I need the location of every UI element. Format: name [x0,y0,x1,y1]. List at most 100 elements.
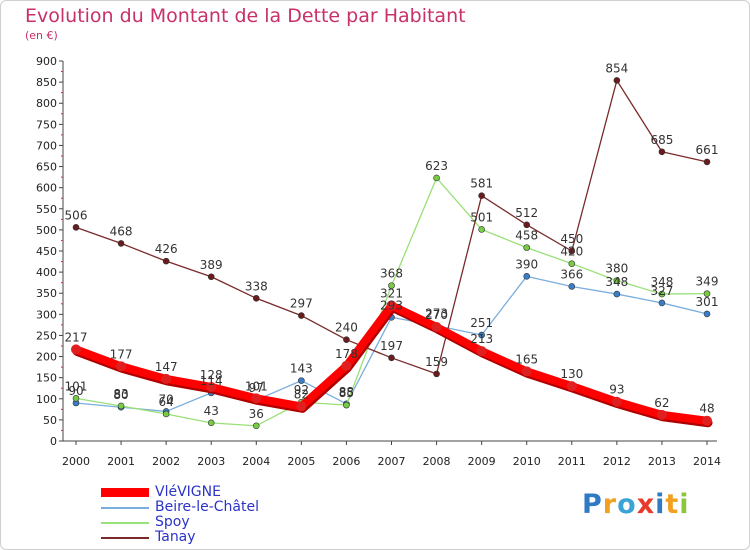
data-point [117,240,125,247]
legend-label: VléVIGNE [155,484,221,500]
data-point [72,224,80,231]
x-tick-label: 2008 [423,455,451,468]
logo-letter: t [665,489,680,520]
data-label: 43 [204,404,219,418]
data-point [521,366,532,377]
data-label: 178 [335,347,358,361]
logo-letter: x [636,489,656,520]
data-point [656,409,667,420]
x-tick-label: 2012 [603,455,631,468]
data-label: 130 [560,367,583,381]
data-label: 273 [425,307,448,321]
data-point [252,294,260,302]
legend-swatch [101,522,149,524]
data-label: 327 [650,284,673,298]
data-label: 270 [425,308,448,322]
data-label: 349 [696,275,719,289]
data-label: 80 [113,388,128,402]
data-label: 88 [339,385,354,399]
data-point [298,312,305,319]
data-label: 143 [290,362,313,376]
legend-swatch [101,537,149,539]
data-label: 85 [339,386,354,400]
x-tick-label: 2011 [558,455,586,468]
legend-label: Spoy [155,514,190,530]
data-point [298,377,305,384]
data-point [433,370,440,378]
data-label: 390 [515,257,538,271]
data-point [613,77,621,84]
data-label: 321 [380,286,403,300]
data-label: 293 [380,298,403,312]
chart-title: Evolution du Montant de la Dette par Hab… [25,5,466,27]
legend-swatch [101,488,149,497]
y-tick-label: 150 [36,372,57,385]
data-point [523,273,531,280]
y-tick-label: 0 [50,435,57,448]
data-label: 389 [200,258,223,272]
data-point [162,410,170,418]
data-point [478,226,485,233]
data-point [566,381,577,392]
y-tick-label: 900 [36,55,57,68]
x-tick-label: 2013 [648,455,676,468]
x-tick-label: 2009 [468,455,496,468]
data-point [523,244,531,251]
data-label: 92 [294,383,309,397]
plot-area [71,77,713,430]
data-point [658,299,666,307]
data-point [613,277,621,284]
x-tick-label: 2010 [513,455,541,468]
x-tick-label: 2005 [287,455,315,468]
x-tick-label: 2002 [152,455,180,468]
logo-letter: r [602,489,618,520]
data-label: 338 [245,279,268,293]
series-3 [72,77,711,378]
data-label: 82 [294,387,309,401]
data-label: 348 [650,275,673,289]
x-tick-label: 2000 [62,455,90,468]
data-label: 297 [290,297,313,311]
y-tick-label: 850 [36,76,57,89]
data-point [568,283,576,290]
data-label: 301 [696,295,719,309]
data-point [252,422,260,430]
data-point [207,273,215,281]
x-tick-label: 2003 [197,455,225,468]
data-point [386,300,397,311]
legend-swatch [101,507,149,509]
data-label: 70 [159,392,174,406]
data-label: 581 [470,177,493,191]
y-tick-label: 550 [36,203,57,216]
data-label: 64 [159,395,174,409]
x-tick-label: 2001 [107,455,135,468]
data-label: 97 [249,381,264,395]
x-tick-label: 2007 [378,455,406,468]
data-point [703,310,711,318]
data-label: 128 [200,368,223,382]
data-label: 114 [200,374,223,388]
data-label: 93 [609,383,624,397]
data-point [478,331,485,339]
data-label: 623 [425,159,448,173]
data-point [658,148,666,156]
data-point [703,290,711,297]
logo-letter: o [617,489,637,520]
data-label: 685 [650,133,673,147]
data-label: 501 [470,210,493,224]
data-point [568,260,576,267]
data-label: 661 [696,143,719,157]
data-point [206,381,217,392]
data-label: 368 [380,267,403,281]
data-label: 83 [113,387,128,401]
data-point [431,322,442,332]
y-tick-label: 250 [36,329,57,342]
data-point [611,396,622,407]
y-tick-label: 350 [36,287,57,300]
y-tick-label: 200 [36,351,57,364]
data-label: 217 [65,330,88,344]
data-label: 854 [605,61,628,75]
data-point [117,402,125,410]
data-point [161,373,172,384]
y-tick-label: 300 [36,308,57,321]
